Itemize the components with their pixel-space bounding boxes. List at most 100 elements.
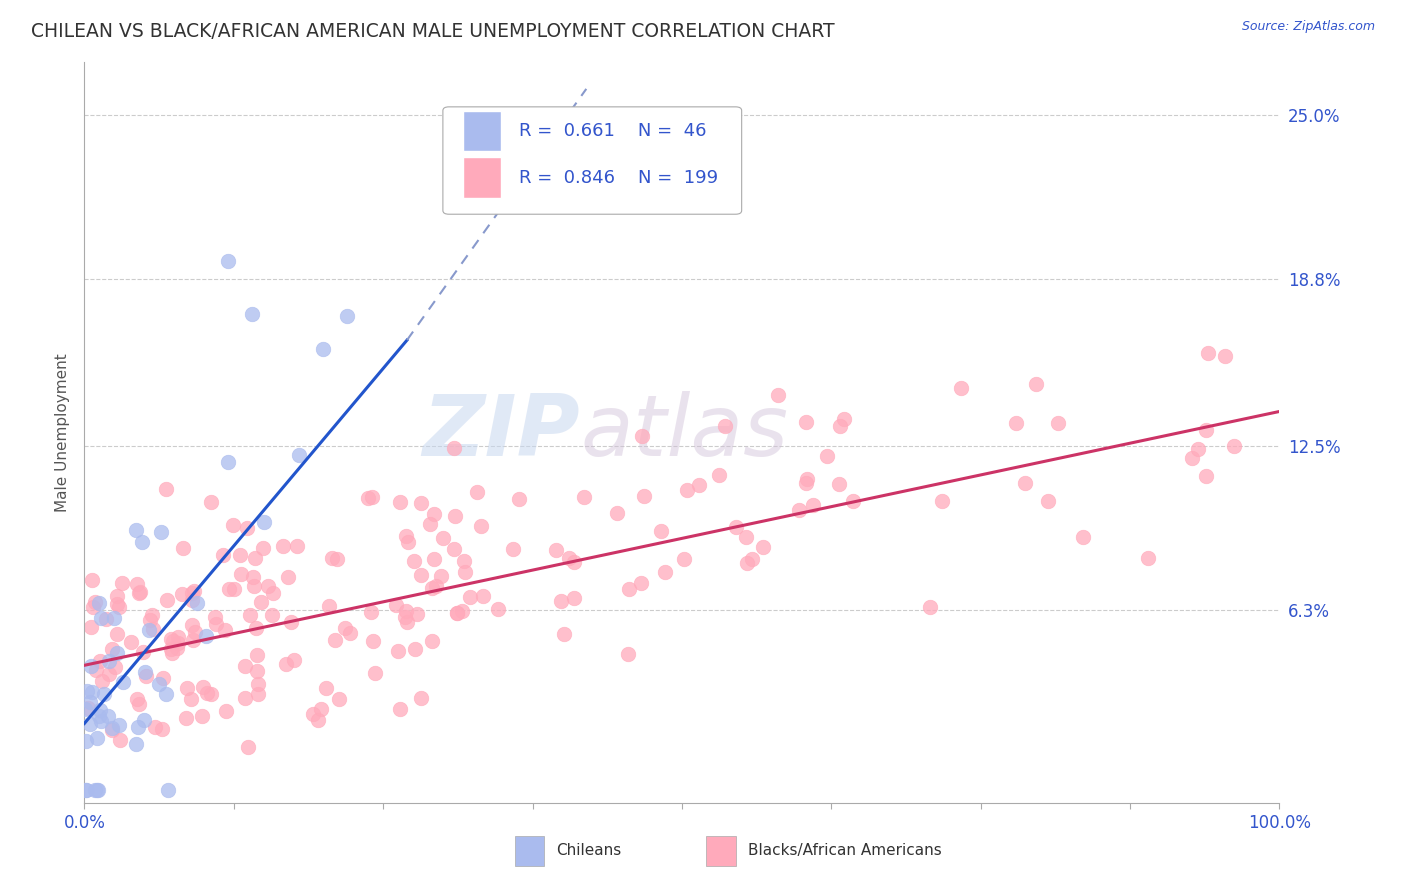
Point — [77, 701, 100, 715]
Point — [97, 654, 120, 668]
Point — [446, 606, 468, 620]
Point — [444, 509, 467, 524]
Point — [108, 717, 131, 731]
Point — [186, 596, 208, 610]
Point — [134, 713, 156, 727]
Point — [256, 579, 278, 593]
Point — [105, 646, 128, 660]
Point — [288, 449, 311, 463]
Point — [752, 540, 775, 554]
Point — [1180, 450, 1202, 465]
Point — [508, 491, 530, 506]
Point — [841, 494, 863, 508]
Point — [180, 691, 202, 706]
Point — [218, 582, 240, 597]
Point — [166, 635, 188, 649]
Point — [89, 654, 111, 668]
Text: R =  0.661    N =  46: R = 0.661 N = 46 — [519, 122, 707, 140]
Point — [217, 455, 239, 469]
Point — [97, 709, 120, 723]
Point — [617, 582, 640, 597]
Point — [446, 607, 468, 621]
Point — [149, 524, 172, 539]
Point — [273, 539, 295, 553]
Point — [558, 551, 581, 566]
Point — [277, 570, 299, 584]
Point — [550, 593, 572, 607]
Bar — [463, 111, 502, 152]
Point — [454, 566, 477, 580]
Point — [155, 482, 177, 496]
Point — [274, 657, 297, 671]
Point — [443, 542, 465, 557]
Point — [766, 388, 789, 402]
Point — [176, 681, 198, 696]
Point — [128, 586, 150, 600]
Point — [443, 441, 465, 455]
Point — [737, 556, 759, 570]
Point — [650, 524, 672, 538]
Point — [80, 659, 103, 673]
Point — [1025, 377, 1047, 392]
Point — [101, 642, 124, 657]
Point — [328, 691, 350, 706]
Point — [181, 632, 204, 647]
Point — [172, 541, 194, 556]
Point — [101, 722, 124, 736]
Point — [339, 625, 361, 640]
Point — [796, 472, 818, 486]
Point — [672, 551, 695, 566]
Point — [73, 702, 96, 716]
Point — [245, 621, 267, 635]
Point — [828, 477, 851, 491]
Point — [142, 622, 165, 636]
Point — [155, 687, 177, 701]
Point — [707, 468, 730, 483]
Point — [396, 535, 419, 549]
Point — [394, 604, 416, 618]
Point — [83, 595, 105, 609]
Point — [283, 652, 305, 666]
Point — [217, 253, 239, 268]
Point — [735, 529, 758, 543]
Point — [1005, 416, 1028, 430]
Point — [141, 608, 163, 623]
Point — [688, 478, 710, 492]
Point — [183, 625, 205, 640]
Point — [1071, 530, 1094, 544]
Point — [233, 659, 256, 673]
Point — [364, 666, 387, 681]
Point — [1195, 423, 1218, 437]
Point — [75, 782, 97, 797]
Point — [385, 599, 408, 613]
Point — [794, 476, 817, 491]
Point — [160, 642, 183, 657]
Point — [1046, 416, 1069, 430]
Bar — [463, 157, 502, 198]
Point — [335, 621, 357, 635]
Point — [432, 531, 454, 545]
Point — [214, 623, 236, 637]
Point — [1215, 349, 1237, 363]
Point — [125, 523, 148, 537]
Point — [127, 720, 149, 734]
Point — [287, 540, 309, 554]
Point — [200, 687, 222, 701]
Point — [79, 620, 101, 634]
Text: CHILEAN VS BLACK/AFRICAN AMERICAN MALE UNEMPLOYMENT CORRELATION CHART: CHILEAN VS BLACK/AFRICAN AMERICAN MALE U… — [31, 22, 835, 41]
Point — [606, 507, 628, 521]
Point — [572, 490, 595, 504]
Point — [200, 495, 222, 509]
Point — [86, 731, 108, 746]
Point — [125, 737, 148, 751]
Point — [174, 711, 197, 725]
Point — [222, 582, 245, 596]
Point — [111, 576, 134, 591]
Point — [135, 669, 157, 683]
Point — [633, 489, 655, 503]
Point — [1014, 476, 1036, 491]
Point — [236, 521, 259, 535]
Point — [222, 517, 245, 532]
Point — [546, 542, 568, 557]
Point — [242, 570, 264, 584]
